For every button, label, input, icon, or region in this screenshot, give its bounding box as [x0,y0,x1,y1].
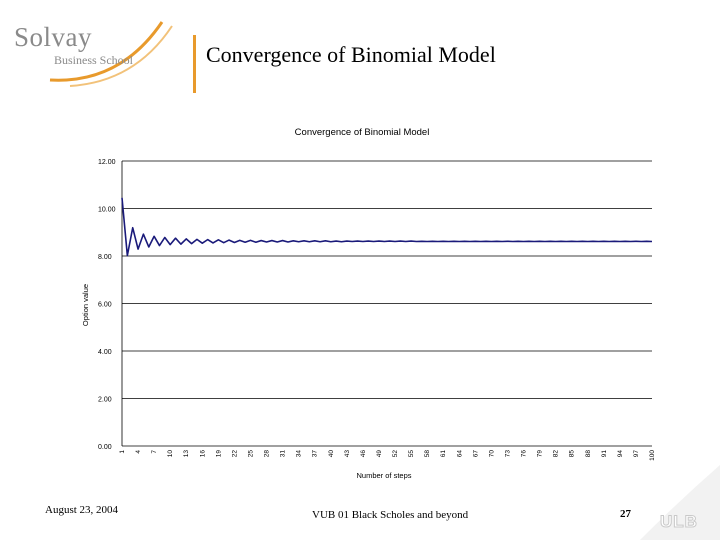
footer-date: August 23, 2004 [45,504,119,516]
footer-title: VUB 01 Black Scholes and beyond [312,509,469,521]
ulb-logo: ULB [660,512,698,532]
y-tick-label: 8.00 [98,254,112,261]
x-axis-label: Number of steps [356,471,411,480]
x-tick-label: 97 [633,450,640,458]
x-tick-label: 85 [569,450,576,458]
x-tick-label: 10 [167,450,174,458]
x-tick-label: 40 [328,450,335,458]
title-divider [193,35,196,93]
x-tick-label: 70 [488,450,495,458]
convergence-chart: Convergence of Binomial Model Option val… [81,127,656,480]
x-tick-label: 4 [135,450,142,454]
x-tick-label: 46 [360,450,367,458]
x-tick-label: 61 [440,450,447,458]
x-tick-label: 37 [312,450,319,458]
logo-subtitle: Business School [54,53,134,67]
y-tick-label: 0.00 [98,444,112,451]
chart-title: Convergence of Binomial Model [295,127,430,138]
x-tick-label: 55 [408,450,415,458]
x-tick-label: 58 [424,450,431,458]
x-tick-label: 88 [585,450,592,458]
y-tick-label: 12.00 [98,159,116,166]
x-tick-label: 25 [247,450,254,458]
x-tick-label: 79 [537,450,544,458]
solvay-logo: Solvay Business School [10,12,180,92]
x-tick-label: 73 [504,450,511,458]
x-tick-label: 28 [264,450,271,458]
x-tick-label: 19 [215,450,222,458]
x-tick-label: 16 [199,450,206,458]
x-tick-label: 43 [344,450,351,458]
x-tick-label: 82 [553,450,560,458]
y-tick-label: 4.00 [98,349,112,356]
y-tick-labels: 0.00 2.00 4.00 6.00 8.00 10.00 12.00 [98,159,116,451]
x-tick-label: 52 [392,450,399,458]
series-group [121,197,653,257]
x-tick-label: 100 [649,450,656,461]
gridlines [121,160,652,447]
y-tick-label: 10.00 [98,207,116,214]
x-tick-label: 7 [151,450,158,454]
x-tick-labels: 1 4 7 10 13 16 19 22 25 28 31 34 37 40 43 46 49 52 55 58 61 6… [119,450,656,461]
x-tick-label: 91 [601,450,608,458]
y-tick-label: 6.00 [98,302,112,309]
x-tick-label: 76 [521,450,528,458]
y-axis-label: Option value [81,284,90,326]
x-tick-label: 49 [376,450,383,458]
logo-swoosh-icon [49,21,173,87]
x-tick-label: 22 [231,450,238,458]
x-tick-label: 31 [280,450,287,458]
x-tick-label: 34 [296,450,303,458]
series-line [121,197,653,257]
y-tick-label: 2.00 [98,397,112,404]
corner-decoration [640,465,720,540]
logo-name: Solvay [14,22,93,52]
page-number: 27 [620,508,631,520]
x-tick-label: 94 [617,450,624,458]
x-tick-label: 64 [456,450,463,458]
slide-title: Convergence of Binomial Model [206,42,496,67]
x-tick-label: 1 [119,450,126,454]
x-tick-label: 13 [183,450,190,458]
x-tick-label: 67 [472,450,479,458]
